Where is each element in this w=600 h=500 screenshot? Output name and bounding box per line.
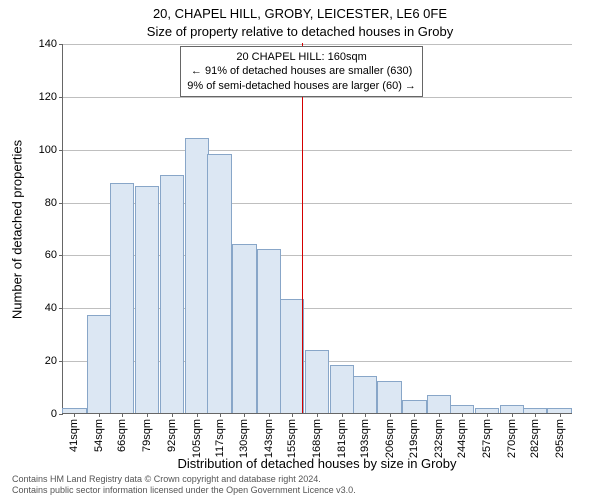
x-tick-mark [414,413,415,417]
histogram-bar [207,154,231,413]
y-tick-mark [59,97,63,98]
histogram-bar [353,376,377,413]
x-tick-label: 219sqm [408,419,420,458]
x-tick-mark [317,413,318,417]
property-marker-line [302,43,303,413]
histogram-bar [402,400,426,413]
x-tick-mark [439,413,440,417]
y-tick-mark [59,308,63,309]
x-tick-label: 232sqm [433,419,445,458]
y-tick-mark [59,414,63,415]
x-tick-label: 117sqm [214,419,226,457]
histogram-bar [427,395,451,414]
histogram-bar [280,299,304,413]
x-tick-label: 168sqm [311,419,323,458]
x-tick-label: 282sqm [529,419,541,458]
attribution-line1: Contains HM Land Registry data © Crown c… [12,474,356,485]
gridline [63,150,572,151]
histogram-bar [377,381,401,413]
histogram-bar [232,244,256,413]
gridline [63,97,572,98]
y-axis-label-wrap: Number of detached properties [12,44,28,414]
x-tick-mark [147,413,148,417]
histogram-bar [330,365,354,413]
x-tick-label: 181sqm [336,419,348,458]
x-tick-mark [342,413,343,417]
histogram-bar [135,186,159,413]
x-tick-mark [74,413,75,417]
gridline [63,44,572,45]
x-tick-label: 143sqm [263,419,275,458]
x-tick-mark [535,413,536,417]
histogram-bar [87,315,111,413]
x-tick-mark [99,413,100,417]
attribution-line2: Contains public sector information licen… [12,485,356,496]
x-tick-label: 270sqm [506,419,518,458]
x-tick-label: 92sqm [166,419,178,452]
x-tick-mark [197,413,198,417]
x-tick-label: 206sqm [384,419,396,458]
x-tick-mark [220,413,221,417]
x-tick-mark [122,413,123,417]
y-tick-mark [59,44,63,45]
x-tick-mark [269,413,270,417]
histogram-bar [185,138,209,413]
histogram-bar [160,175,184,413]
x-tick-label: 79sqm [141,419,153,452]
x-tick-label: 66sqm [116,419,128,452]
x-tick-mark [487,413,488,417]
histogram-bar [450,405,474,413]
annotation-line2: ← 91% of detached houses are smaller (63… [187,64,416,78]
annotation-line3: 9% of semi-detached houses are larger (6… [187,79,416,93]
y-tick-mark [59,361,63,362]
x-tick-mark [244,413,245,417]
x-tick-label: 54sqm [93,419,105,452]
x-tick-label: 130sqm [238,419,250,458]
x-tick-label: 105sqm [191,419,203,458]
x-tick-label: 41sqm [68,419,80,452]
x-tick-label: 257sqm [481,419,493,458]
chart-title-address: 20, CHAPEL HILL, GROBY, LEICESTER, LE6 0… [0,6,600,21]
x-tick-label: 244sqm [456,419,468,458]
histogram-bar [500,405,524,413]
x-tick-mark [172,413,173,417]
x-tick-mark [390,413,391,417]
x-tick-mark [365,413,366,417]
chart-subtitle: Size of property relative to detached ho… [0,24,600,39]
x-tick-mark [292,413,293,417]
x-tick-mark [462,413,463,417]
y-tick-mark [59,150,63,151]
annotation-box: 20 CHAPEL HILL: 160sqm← 91% of detached … [180,46,423,97]
x-tick-label: 155sqm [286,419,298,458]
histogram-bar [305,350,329,413]
x-axis-label: Distribution of detached houses by size … [62,456,572,471]
histogram-bar [110,183,134,413]
annotation-line1: 20 CHAPEL HILL: 160sqm [187,50,416,64]
attribution: Contains HM Land Registry data © Crown c… [12,474,356,496]
y-tick-mark [59,203,63,204]
x-tick-mark [560,413,561,417]
x-tick-label: 193sqm [359,419,371,458]
histogram-plot: 02040608010012014041sqm54sqm66sqm79sqm92… [62,44,572,414]
x-tick-mark [512,413,513,417]
x-tick-label: 295sqm [554,419,566,458]
histogram-bar [257,249,281,413]
y-tick-mark [59,255,63,256]
y-axis-label: Number of detached properties [10,130,25,330]
